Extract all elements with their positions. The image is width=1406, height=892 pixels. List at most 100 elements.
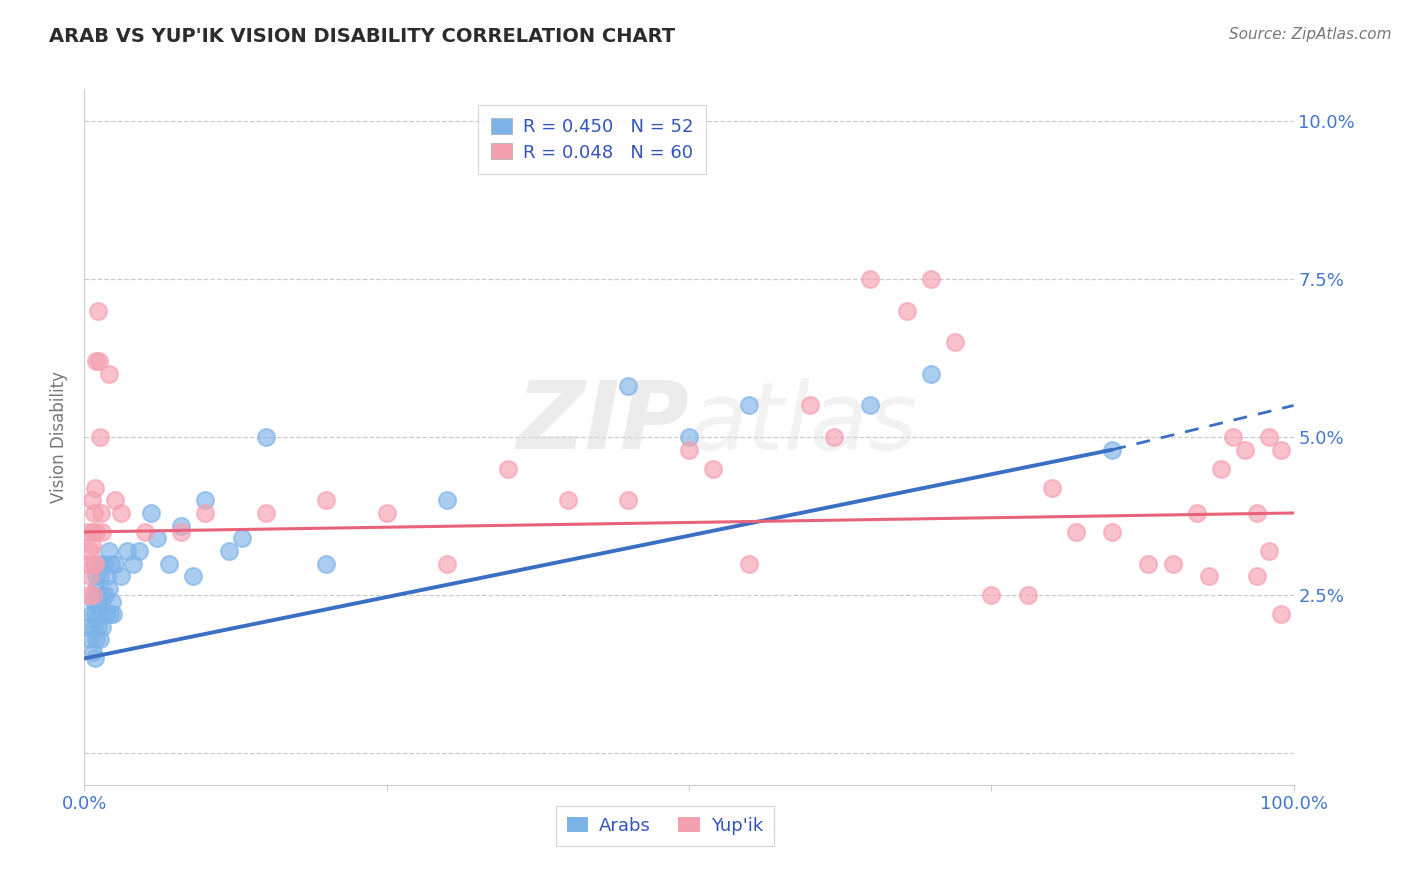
Point xyxy=(80,607,103,622)
Point xyxy=(920,367,942,381)
Text: atlas: atlas xyxy=(689,377,917,468)
Point xyxy=(77,620,100,634)
Point xyxy=(678,442,700,457)
Text: Source: ZipAtlas.com: Source: ZipAtlas.com xyxy=(1229,27,1392,42)
Point xyxy=(87,354,110,368)
Point xyxy=(139,506,162,520)
Point xyxy=(80,493,103,508)
Point xyxy=(1270,607,1292,622)
Point xyxy=(1137,557,1160,571)
Point xyxy=(436,557,458,571)
Point xyxy=(84,651,107,665)
Point xyxy=(1161,557,1184,571)
Point xyxy=(90,594,112,608)
Point xyxy=(83,620,105,634)
Point xyxy=(86,569,108,583)
Point xyxy=(859,399,882,413)
Point xyxy=(79,632,101,647)
Point xyxy=(375,506,398,520)
Point xyxy=(100,557,122,571)
Point xyxy=(89,569,111,583)
Point xyxy=(436,493,458,508)
Text: ZIP: ZIP xyxy=(516,377,689,469)
Point xyxy=(1222,430,1244,444)
Point xyxy=(94,588,117,602)
Point xyxy=(738,557,761,571)
Point xyxy=(157,557,180,571)
Text: ARAB VS YUP'IK VISION DISABILITY CORRELATION CHART: ARAB VS YUP'IK VISION DISABILITY CORRELA… xyxy=(49,27,675,45)
Point xyxy=(1234,442,1257,457)
Point xyxy=(121,557,143,571)
Point xyxy=(315,557,337,571)
Point xyxy=(77,524,100,539)
Point xyxy=(97,367,120,381)
Point xyxy=(799,399,821,413)
Legend: Arabs, Yup'ik: Arabs, Yup'ik xyxy=(555,805,773,846)
Point xyxy=(82,524,104,539)
Point xyxy=(104,493,127,508)
Point xyxy=(678,430,700,444)
Point xyxy=(97,582,120,596)
Point xyxy=(1246,569,1268,583)
Point xyxy=(702,461,724,475)
Point xyxy=(1198,569,1220,583)
Point xyxy=(943,335,966,350)
Point xyxy=(1101,524,1123,539)
Point xyxy=(194,493,217,508)
Point xyxy=(1185,506,1208,520)
Point xyxy=(859,272,882,286)
Point xyxy=(1040,481,1063,495)
Point xyxy=(86,354,108,368)
Point xyxy=(496,461,519,475)
Point xyxy=(231,531,253,545)
Point xyxy=(86,620,108,634)
Point xyxy=(86,582,108,596)
Point xyxy=(86,303,108,318)
Point xyxy=(1246,506,1268,520)
Point xyxy=(76,557,98,571)
Point xyxy=(84,607,107,622)
Point xyxy=(254,506,277,520)
Point xyxy=(1258,430,1281,444)
Point xyxy=(83,594,105,608)
Point xyxy=(1270,442,1292,457)
Point xyxy=(79,569,101,583)
Point xyxy=(84,481,107,495)
Point xyxy=(920,272,942,286)
Point xyxy=(170,518,193,533)
Point xyxy=(93,557,115,571)
Point xyxy=(98,607,121,622)
Point xyxy=(83,506,105,520)
Point xyxy=(82,645,104,659)
Point xyxy=(146,531,169,545)
Point xyxy=(91,588,114,602)
Point xyxy=(91,620,114,634)
Point xyxy=(896,303,918,318)
Point xyxy=(1258,544,1281,558)
Point xyxy=(86,524,108,539)
Point xyxy=(254,430,277,444)
Point xyxy=(101,594,124,608)
Point xyxy=(218,544,240,558)
Point xyxy=(110,506,132,520)
Point xyxy=(90,506,112,520)
Point xyxy=(1064,524,1087,539)
Point xyxy=(79,544,101,558)
Y-axis label: Vision Disability: Vision Disability xyxy=(51,371,69,503)
Point xyxy=(128,544,150,558)
Point xyxy=(103,607,125,622)
Point xyxy=(89,430,111,444)
Point xyxy=(104,557,127,571)
Point xyxy=(194,506,217,520)
Point xyxy=(96,569,118,583)
Point xyxy=(87,607,110,622)
Point xyxy=(84,557,107,571)
Point xyxy=(80,538,103,552)
Point xyxy=(89,632,111,647)
Point xyxy=(83,557,105,571)
Point xyxy=(1101,442,1123,457)
Point xyxy=(181,569,204,583)
Point xyxy=(617,379,640,393)
Point xyxy=(82,588,104,602)
Point xyxy=(617,493,640,508)
